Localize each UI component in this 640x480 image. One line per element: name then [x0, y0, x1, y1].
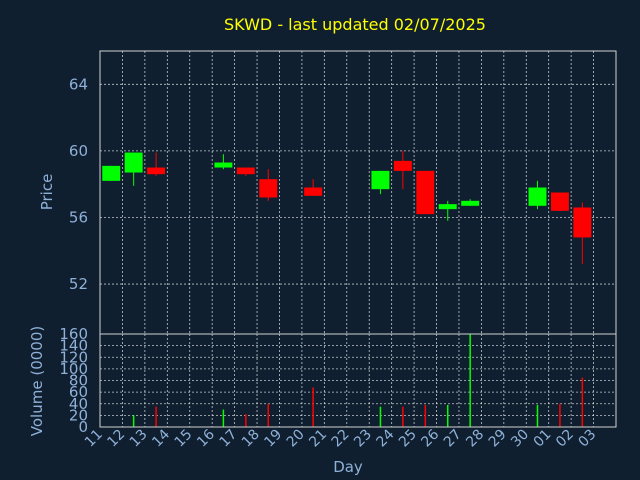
volume-bar	[267, 403, 270, 427]
candle-body	[214, 162, 233, 168]
day-tick-label: 12	[104, 427, 128, 451]
day-tick-label: 22	[329, 427, 353, 451]
candle-body	[528, 187, 547, 206]
volume-gridlines	[100, 333, 616, 428]
candle-body	[124, 152, 143, 173]
volume-tick-label: 60	[69, 383, 88, 401]
day-tick-label: 20	[284, 427, 308, 451]
day-tick-label: 17	[217, 427, 241, 451]
volume-tick-label: 0	[78, 418, 88, 436]
day-tick-label: 19	[261, 427, 285, 451]
candle-body	[438, 204, 457, 210]
volume-tick-label: 80	[69, 372, 88, 390]
candle-body	[393, 160, 412, 171]
volume-tick-label: 120	[59, 348, 88, 366]
day-tick-label: 28	[463, 427, 487, 451]
volume-bar	[312, 387, 314, 427]
day-tick-label: 29	[486, 427, 510, 451]
volume-bars	[132, 334, 584, 427]
day-tick-label: 03	[575, 427, 599, 451]
candlesticks	[102, 150, 592, 265]
price-tick-label: 56	[69, 208, 88, 226]
candle-body	[416, 170, 435, 215]
volume-tick-label: 140	[59, 337, 88, 355]
chart-title: SKWD - last updated 02/07/2025	[224, 15, 486, 34]
candle-body	[550, 192, 569, 211]
price-tick-label: 60	[69, 142, 88, 160]
day-tick-labels: 1112131415161718192021222324252627282930…	[82, 426, 599, 450]
day-tick-label: 25	[396, 427, 420, 451]
day-tick-label: 01	[531, 427, 555, 451]
price-gridlines	[100, 51, 616, 334]
volume-tick-label: 20	[69, 406, 88, 424]
volume-bar	[245, 414, 247, 427]
day-tick-label: 24	[374, 426, 398, 450]
day-tick-label: 30	[508, 427, 532, 451]
volume-panel-frame	[99, 333, 617, 428]
volume-axis-label: Volume (0000)	[28, 326, 46, 436]
price-tick-label: 64	[69, 75, 88, 93]
volume-bar	[559, 403, 561, 427]
volume-bar	[402, 406, 404, 427]
volume-bar	[155, 406, 157, 427]
day-tick-label: 02	[553, 427, 577, 451]
day-tick-label: 14	[149, 426, 173, 450]
volume-bar	[424, 404, 427, 427]
volume-bar	[536, 404, 539, 427]
volume-bar	[222, 409, 225, 427]
volume-bar	[581, 377, 584, 427]
day-tick-label: 26	[418, 426, 442, 450]
volume-bar	[379, 406, 382, 427]
volume-tick-label: 100	[59, 360, 88, 378]
volume-tick-label: 160	[59, 325, 88, 343]
candle-body	[573, 207, 592, 238]
candle-body	[259, 179, 278, 198]
candle-body	[102, 165, 121, 181]
candle-body	[371, 170, 390, 190]
day-tick-label: 27	[441, 427, 465, 451]
price-tick-label: 52	[69, 275, 88, 293]
price-tick-labels: 52 56 60 64	[69, 75, 88, 293]
candle-body	[304, 187, 323, 196]
volume-tick-label: 40	[69, 395, 88, 413]
day-tick-label: 21	[306, 427, 330, 451]
candle-body	[236, 167, 255, 175]
day-tick-label: 13	[127, 427, 151, 451]
volume-bar	[469, 334, 471, 427]
day-tick-label: 16	[194, 426, 218, 450]
day-tick-label: 18	[239, 427, 263, 451]
candle-body	[461, 200, 480, 206]
volume-bar	[446, 404, 449, 427]
day-tick-label: 15	[172, 427, 196, 451]
candle-body	[147, 167, 166, 175]
price-axis-label: Price	[38, 174, 56, 211]
day-axis-label: Day	[333, 458, 363, 476]
volume-bar	[132, 415, 135, 427]
day-tick-label: 23	[351, 427, 375, 451]
